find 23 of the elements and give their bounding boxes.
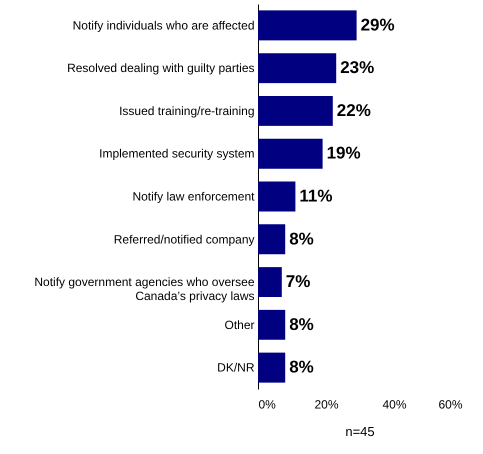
data-label: 8% bbox=[289, 358, 314, 377]
data-label: 11% bbox=[299, 186, 332, 206]
y-tick-label: DK/NR bbox=[217, 360, 255, 375]
y-tick-label: Notify law enforcement bbox=[132, 190, 256, 204]
y-tick-label: Notify individuals who are affected bbox=[72, 18, 254, 32]
data-label: 7% bbox=[286, 272, 310, 292]
data-label: 22% bbox=[336, 100, 371, 120]
y-tick-label: Implemented security system bbox=[99, 146, 254, 161]
data-label: 8% bbox=[289, 229, 314, 248]
y-tick-label: Referred/notified company bbox=[114, 232, 254, 246]
x-tick-label: 40% bbox=[382, 398, 407, 412]
y-tick-label: Other bbox=[224, 318, 254, 332]
y-tick-label: Issued training/re-training bbox=[119, 104, 254, 118]
y-tick-label: Resolved dealing with guilty parties bbox=[67, 61, 254, 76]
text: n=45 bbox=[345, 424, 375, 439]
y-tick-label: Notify government agencies who oversee Canada’s privacy laws bbox=[34, 275, 255, 304]
x-tick-label: 0% bbox=[258, 398, 276, 412]
data-label: 19% bbox=[326, 144, 361, 163]
data-label: 29% bbox=[360, 15, 395, 34]
x-tick-label: 60% bbox=[438, 398, 463, 412]
x-tick-label: 20% bbox=[314, 398, 339, 412]
data-label: 23% bbox=[340, 58, 374, 78]
data-label: 8% bbox=[289, 314, 314, 334]
